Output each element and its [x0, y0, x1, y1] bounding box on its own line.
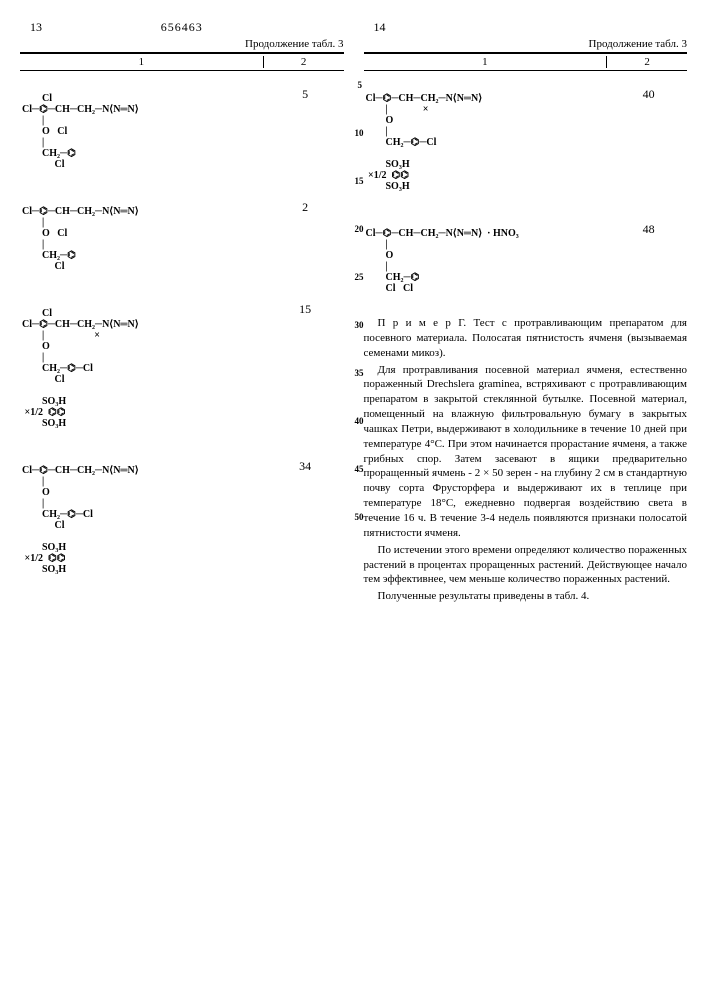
line-mark: 50: [355, 512, 364, 522]
line-mark: 40: [355, 416, 364, 426]
table-header-right: 1 2: [364, 52, 688, 71]
col2-header: 2: [264, 56, 344, 68]
table-header-left: 1 2: [20, 52, 344, 71]
line-mark: 35: [355, 368, 364, 378]
chem-structure: Cl Cl─⌬─CH─CH₂─N⟨N═N⟩ | × O | CH₂─⌬─Cl C…: [20, 294, 267, 443]
body-text: П р и м е р Г. Тест с протравливающим пр…: [364, 316, 688, 604]
row-value: 15: [267, 294, 344, 317]
continuation-right: Продолжение табл. 3: [364, 38, 688, 50]
col1-header: 1: [20, 56, 264, 68]
table-row: Cl─⌬─CH─CH₂─N⟨N═N⟩ · HNO₃ | O | CH₂─⌬ Cl…: [364, 214, 688, 308]
chem-structure: Cl─⌬─CH─CH₂─N⟨N═N⟩ | O Cl | CH₂─⌬ Cl: [20, 192, 267, 286]
paragraph: П р и м е р Г. Тест с протравливающим пр…: [364, 316, 688, 361]
line-mark: 15: [355, 176, 364, 186]
line-mark: 30: [355, 320, 364, 330]
row-value: 48: [610, 214, 687, 237]
line-mark: 5: [358, 80, 363, 90]
paragraph: По истечении этого времени определяют ко…: [364, 543, 688, 588]
page-spread: 13 656463 Продолжение табл. 3 1 2 Cl Cl─…: [20, 20, 687, 606]
row-value: 2: [267, 192, 344, 215]
continuation-left: Продолжение табл. 3: [20, 38, 344, 50]
right-column: 14 Продолжение табл. 3 1 2 Cl─⌬─CH─CH₂─N…: [364, 20, 688, 606]
table-row: Cl─⌬─CH─CH₂─N⟨N═N⟩ | × O | CH₂─⌬─Cl SO₃H…: [364, 79, 688, 206]
col2-header: 2: [607, 56, 687, 68]
line-mark: 45: [355, 464, 364, 474]
left-column: 13 656463 Продолжение табл. 3 1 2 Cl Cl─…: [20, 20, 344, 606]
table-row: Cl Cl─⌬─CH─CH₂─N⟨N═N⟩ | O Cl | CH₂─⌬ Cl …: [20, 79, 344, 184]
page-number-right: 14: [374, 20, 386, 35]
page-number-left: 13: [30, 20, 42, 35]
chem-structure: Cl─⌬─CH─CH₂─N⟨N═N⟩ | × O | CH₂─⌬─Cl SO₃H…: [364, 79, 611, 206]
row-value: 5: [267, 79, 344, 102]
table-row: Cl Cl─⌬─CH─CH₂─N⟨N═N⟩ | × O | CH₂─⌬─Cl C…: [20, 294, 344, 443]
table-row: Cl─⌬─CH─CH₂─N⟨N═N⟩ | O | CH₂─⌬─Cl Cl SO₃…: [20, 451, 344, 589]
paragraph: Для протравливания посевной материал ячм…: [364, 363, 688, 541]
col1-header: 1: [364, 56, 608, 68]
row-value: 40: [610, 79, 687, 102]
chem-structure: Cl Cl─⌬─CH─CH₂─N⟨N═N⟩ | O Cl | CH₂─⌬ Cl: [20, 79, 267, 184]
row-value: 34: [267, 451, 344, 474]
paragraph: Полученные результаты приведены в табл. …: [364, 589, 688, 604]
line-mark: 25: [355, 272, 364, 282]
patent-number: 656463: [161, 20, 203, 35]
line-mark: 20: [355, 224, 364, 234]
chem-structure: Cl─⌬─CH─CH₂─N⟨N═N⟩ · HNO₃ | O | CH₂─⌬ Cl…: [364, 214, 611, 308]
table-row: Cl─⌬─CH─CH₂─N⟨N═N⟩ | O Cl | CH₂─⌬ Cl 2: [20, 192, 344, 286]
chem-structure: Cl─⌬─CH─CH₂─N⟨N═N⟩ | O | CH₂─⌬─Cl Cl SO₃…: [20, 451, 267, 589]
line-mark: 10: [355, 128, 364, 138]
